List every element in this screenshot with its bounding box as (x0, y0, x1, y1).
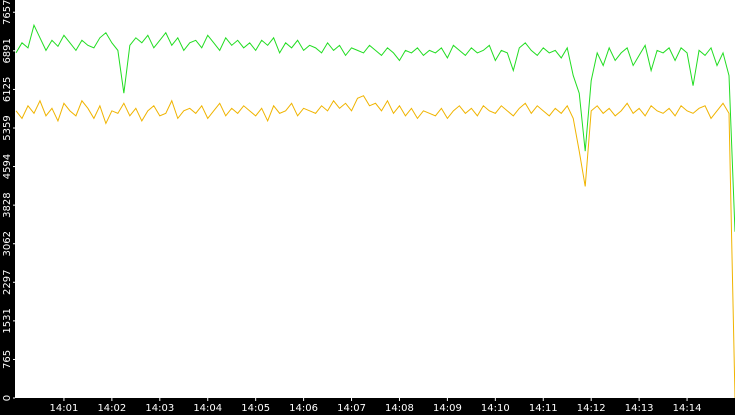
x-tick-label: 14:12 (577, 403, 606, 414)
x-tick-label: 14:13 (625, 403, 654, 414)
x-tick-label: 14:06 (289, 403, 318, 414)
x-tick-label: 14:14 (673, 403, 702, 414)
y-tick-label: 7657 (2, 0, 13, 25)
series-line (15, 23, 735, 232)
y-tick-label: 6125 (2, 77, 13, 102)
x-tick-label: 14:07 (337, 403, 366, 414)
x-tick-label: 14:02 (97, 403, 126, 414)
x-tick-label: 14:01 (50, 403, 79, 414)
x-tick-label: 14:05 (241, 403, 270, 414)
x-tick-label: 14:04 (193, 403, 222, 414)
y-tick-label: 765 (2, 350, 13, 369)
x-axis-band (0, 398, 735, 415)
y-tick-label: 3062 (2, 231, 13, 256)
x-tick-label: 14:10 (481, 403, 510, 414)
y-axis-band (0, 0, 15, 415)
y-tick-label: 1531 (2, 308, 13, 333)
x-tick-label: 14:08 (385, 403, 414, 414)
x-tick-label: 14:09 (433, 403, 462, 414)
y-tick-label: 5359 (2, 115, 13, 140)
y-tick-label: 0 (2, 395, 13, 401)
y-tick-label: 4594 (2, 154, 13, 179)
y-tick-label: 2297 (2, 270, 13, 295)
x-tick-label: 14:03 (145, 403, 174, 414)
y-tick-label: 3828 (2, 192, 13, 217)
x-tick-label: 14:11 (529, 403, 558, 414)
y-tick-label: 6891 (2, 38, 13, 63)
series-line (15, 95, 735, 399)
